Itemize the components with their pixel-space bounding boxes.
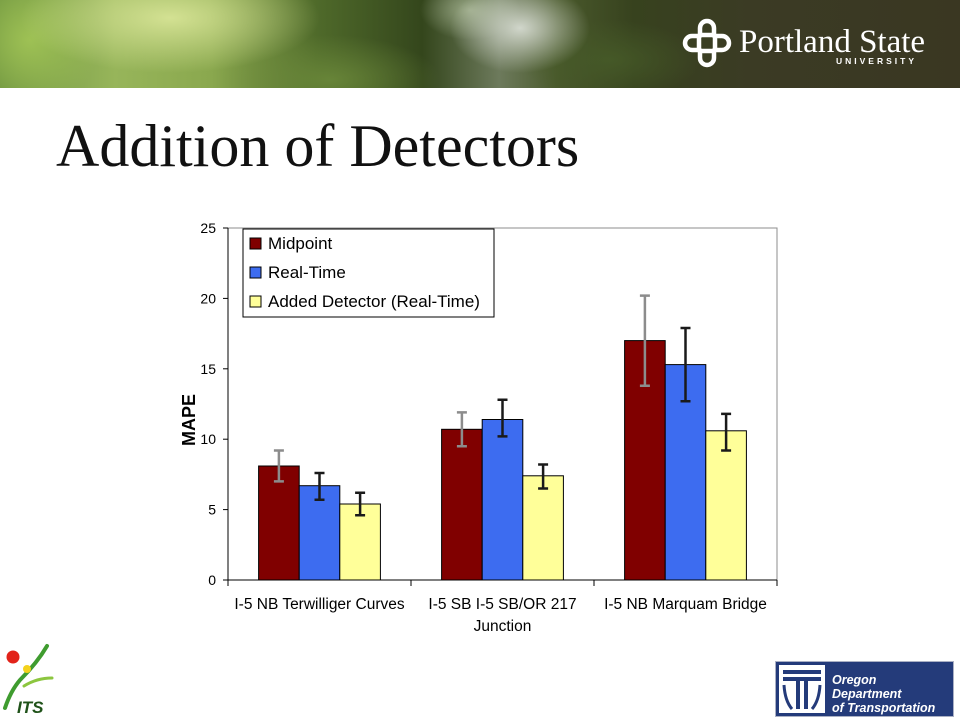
y-tick-label: 20	[200, 290, 216, 306]
x-tick-label-line: Junction	[474, 618, 532, 635]
psu-knot-left-loop	[682, 33, 702, 53]
psu-logo: Portland State UNIVERSITY	[680, 14, 942, 74]
chart-legend: Midpoint Real-Time Added Detector (Real-…	[242, 228, 495, 318]
odot-symbol-bar-top	[783, 670, 821, 674]
legend-label-midpoint: Midpoint	[268, 234, 333, 253]
error-bar-midpoint-3	[639, 294, 650, 387]
its-logo: ITS	[3, 644, 54, 717]
x-ticks	[227, 580, 778, 586]
psu-knot-right-loop	[712, 33, 732, 53]
x-tick-label-line: I-5 NB Marquam Bridge	[604, 596, 767, 613]
bar-real-time-1	[298, 485, 341, 581]
error-bars	[273, 294, 732, 517]
y-tick-label: 5	[208, 502, 216, 518]
y-tick-label: 10	[200, 431, 216, 447]
psu-subtitle: UNIVERSITY	[836, 56, 918, 66]
odot-symbol-curve-left	[782, 684, 794, 710]
x-tick-label: I-5 SB I-5 SB/OR 217 Junction	[428, 596, 576, 635]
error-bar-added-detector-real-time-2	[538, 463, 549, 490]
bar-midpoint-1	[258, 465, 300, 581]
y-tick-labels: 0 5 10 15 20 25	[200, 220, 216, 588]
odot-logo-line-2: Department	[832, 687, 902, 701]
error-bar-midpoint-1	[273, 449, 284, 483]
its-logo-red-dot	[6, 650, 20, 664]
slide-title: Addition of Detectors	[56, 113, 580, 179]
x-tick-label: I-5 NB Terwilliger Curves	[234, 596, 405, 613]
psu-knot-bottom-loop	[697, 48, 717, 68]
psu-knot-center	[696, 32, 718, 54]
bars	[258, 340, 747, 581]
header-banner: Portland State UNIVERSITY	[0, 0, 960, 88]
its-logo-yellow-dot	[23, 665, 31, 673]
bar-added-detector-real-time-1	[339, 503, 381, 581]
bar-real-time-2	[481, 419, 524, 581]
legend-swatch-midpoint	[249, 237, 262, 250]
y-tick-label: 25	[200, 220, 216, 236]
error-bar-midpoint-2	[456, 411, 467, 448]
its-logo-text: ITS	[17, 698, 44, 717]
psu-knot-top-loop	[697, 18, 717, 38]
bar-midpoint-2	[441, 428, 483, 581]
y-axis-label: MAPE	[179, 394, 199, 446]
error-bar-real-time-1	[314, 471, 325, 501]
error-bar-added-detector-real-time-1	[355, 491, 366, 517]
odot-symbol-curve-right	[810, 684, 822, 710]
y-tick-label: 15	[200, 361, 216, 377]
odot-symbol-stem-right	[804, 681, 808, 709]
error-bar-added-detector-real-time-3	[721, 412, 732, 452]
x-tick-label-line: I-5 NB Terwilliger Curves	[234, 596, 405, 613]
x-tick-labels: I-5 NB Terwilliger Curves I-5 SB I-5 SB/O…	[234, 596, 767, 635]
psu-logo-icon	[682, 18, 732, 68]
psu-logo-knot	[682, 18, 732, 68]
odot-logo-line-1: Oregon	[832, 673, 877, 687]
y-ticks	[223, 227, 228, 581]
its-logo-green-stroke	[3, 644, 49, 710]
bar-added-detector-real-time-3	[705, 430, 747, 581]
bar-added-detector-real-time-2	[522, 475, 564, 581]
x-tick-label: I-5 NB Marquam Bridge	[604, 596, 767, 613]
legend-swatch-added-detector	[249, 295, 262, 308]
odot-logo-symbol	[779, 665, 825, 713]
legend-box	[242, 228, 495, 318]
odot-logo-line-3: of Transportation	[832, 701, 936, 715]
y-tick-label: 0	[208, 572, 216, 588]
legend-label-added-detector: Added Detector (Real-Time)	[268, 292, 480, 311]
x-tick-label-line: I-5 SB I-5 SB/OR 217	[428, 596, 576, 613]
odot-logo: Oregon Department of Transportation	[775, 661, 954, 717]
legend-label-real-time: Real-Time	[268, 263, 346, 282]
psu-name: Portland State	[739, 24, 926, 60]
odot-symbol-stem-left	[796, 681, 800, 709]
legend-swatch-real-time	[249, 266, 262, 279]
error-bar-real-time-2	[497, 398, 508, 438]
odot-symbol-bar-middle	[783, 677, 821, 681]
error-bar-real-time-3	[680, 326, 691, 403]
its-logo-light-green-stroke	[22, 676, 54, 688]
